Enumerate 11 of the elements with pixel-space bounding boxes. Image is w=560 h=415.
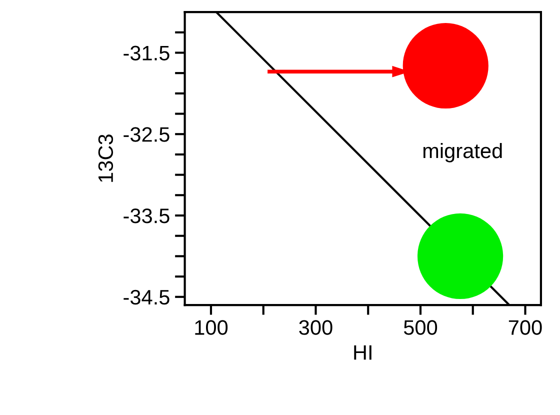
x-tick-label: 700	[508, 320, 542, 335]
x-tick-label: 500	[404, 320, 438, 335]
y-axis-title: 13C3	[98, 134, 114, 182]
y-tick-label: -34.5	[124, 290, 170, 305]
annotation: migrated	[423, 142, 502, 162]
x-tick-label: 100	[195, 320, 228, 335]
y-tick-label: -32.5	[124, 127, 170, 142]
y-tick-label: -31.5	[124, 46, 170, 60]
y-tick-label: -33.5	[124, 208, 170, 224]
x-tick-label: 300	[299, 320, 332, 335]
x-axis-title: HI	[354, 345, 372, 360]
